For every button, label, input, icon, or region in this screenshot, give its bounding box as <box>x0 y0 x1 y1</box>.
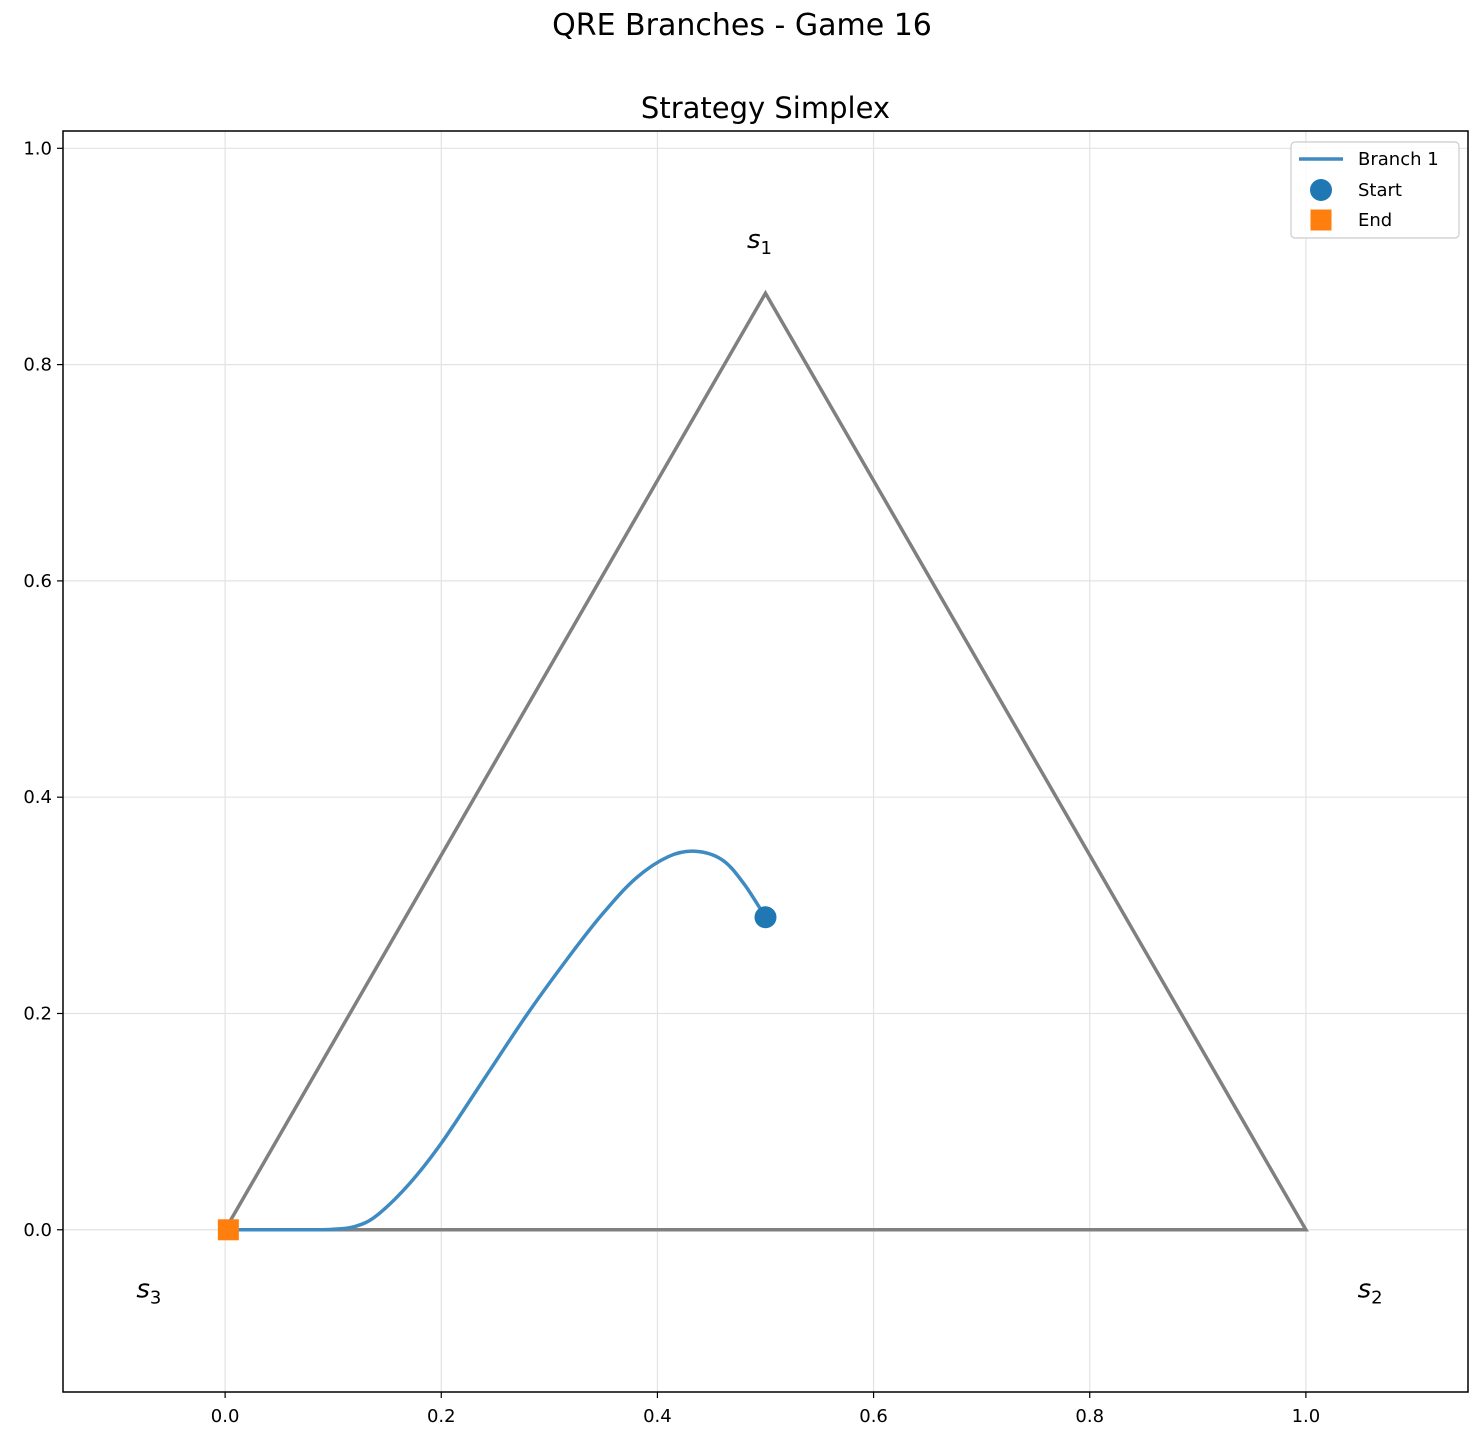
vertex-label-s1: s1 <box>747 225 772 259</box>
vertex-label-base: s <box>1358 1274 1372 1304</box>
y-tick-label: 0.4 <box>23 787 52 808</box>
x-tick-label: 0.8 <box>1075 1406 1104 1427</box>
legend-label-start: Start <box>1358 180 1402 201</box>
start-marker <box>754 906 777 929</box>
axes-frame <box>62 130 1469 1393</box>
y-tick-label: 0.2 <box>23 1003 52 1024</box>
vertex-label-subscript: 2 <box>1371 1287 1382 1308</box>
series-line-branch-1 <box>223 849 768 1232</box>
tick-layer: 0.0 0.2 0.4 0.6 0.8 1.0 0.0 0.2 0.4 0.6 0.8 1.0 <box>23 138 1320 1427</box>
y-tick-label: 0.0 <box>23 1220 52 1241</box>
end-marker <box>217 1219 239 1241</box>
marker-layer <box>217 906 777 1241</box>
simplex-edge <box>222 289 1309 1232</box>
x-tick-label: 0.4 <box>643 1406 672 1427</box>
vertex-label-subscript: 3 <box>150 1287 161 1308</box>
y-tick-label: 1.0 <box>23 138 52 159</box>
y-tick-label: 0.6 <box>23 571 52 592</box>
legend-label-branch-1: Branch 1 <box>1358 149 1439 170</box>
simplex-triangle <box>222 289 1309 1232</box>
legend-box <box>1290 141 1460 239</box>
legend-swatch-end <box>1310 209 1332 231</box>
legend: Branch 1 Start End <box>1290 141 1460 239</box>
x-tick-label: 1.0 <box>1292 1406 1321 1427</box>
vertex-label-s2: s2 <box>1358 1274 1383 1308</box>
series-layer <box>223 849 768 1232</box>
legend-label-end: End <box>1358 210 1392 231</box>
vertex-label-base: s <box>747 225 761 255</box>
x-tick-label: 0.2 <box>427 1406 456 1427</box>
axes-title: Strategy Simplex <box>641 91 890 125</box>
y-tick-label: 0.8 <box>23 355 52 376</box>
vertex-label-subscript: 1 <box>761 238 772 259</box>
grid <box>63 131 1468 1392</box>
vertex-label-s3: s3 <box>136 1274 161 1308</box>
figure-title: QRE Branches - Game 16 <box>552 8 932 43</box>
legend-swatch-start <box>1310 179 1332 201</box>
x-tick-label: 0.6 <box>859 1406 888 1427</box>
vertex-label-base: s <box>136 1274 150 1304</box>
x-tick-label: 0.0 <box>211 1406 240 1427</box>
